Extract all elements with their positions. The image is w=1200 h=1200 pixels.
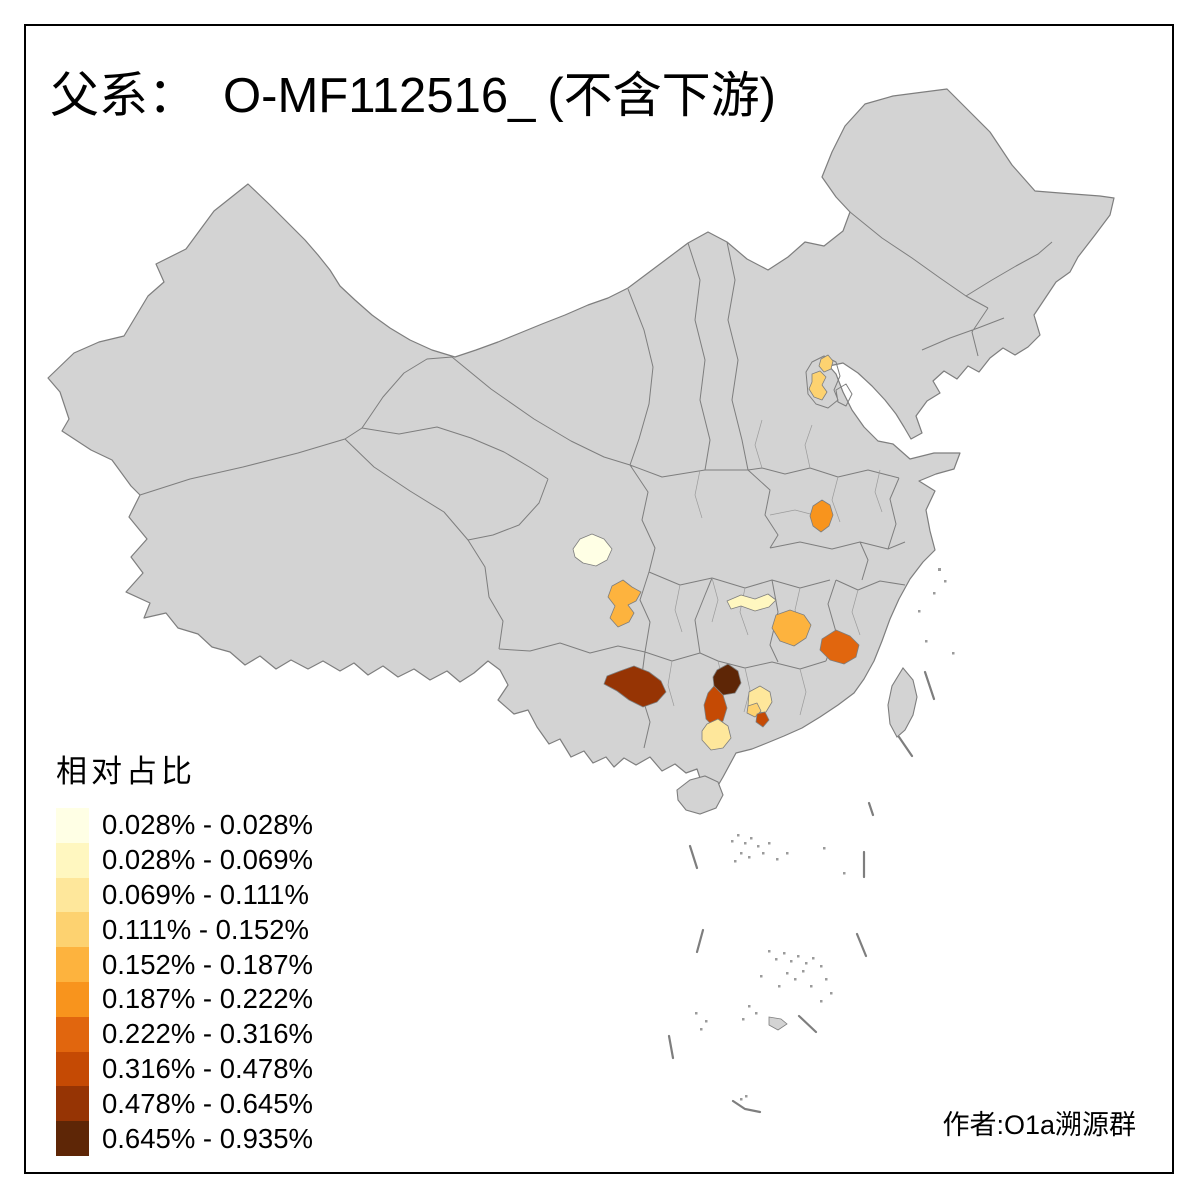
author-credit: 作者:O1a溯源群 [942,1110,1136,1140]
region-se-yunnan [603,665,667,708]
legend-row: 0.316% - 0.478% [56,1051,313,1087]
mainland-outline [47,88,1115,802]
legend-label: 0.028% - 0.069% [102,844,313,876]
region-central-henan [809,499,834,533]
region-beijing-central [808,370,828,401]
legend-row: 0.069% - 0.111% [56,877,313,913]
legend-row: 0.152% - 0.187% [56,947,313,982]
legend-label: 0.316% - 0.478% [102,1052,313,1084]
region-chongqing-area [607,579,642,628]
legend-row: 0.187% - 0.222% [56,981,313,1017]
prefecture-boundaries [667,419,883,716]
region-pearl-delta-coastal-dot [755,711,770,728]
region-changsha-strip [726,593,777,612]
legend-label: 0.645% - 0.935% [102,1122,313,1154]
legend-label: 0.187% - 0.222% [102,983,313,1015]
legend-label: 0.069% - 0.111% [102,878,309,910]
coastal-islets [918,568,955,655]
region-chengdu-area [572,533,613,567]
legend-label: 0.478% - 0.645% [102,1087,313,1119]
page-title: 父系： O-MF112516_ (不含下游) [50,56,776,127]
legend-row: 0.028% - 0.028% [56,808,313,843]
legend-row: 0.222% - 0.316% [56,1016,313,1052]
region-west-jiangxi [771,609,812,647]
title-suffix: (不含下游) [547,69,776,123]
legend-title: 相对占比 [56,754,196,789]
legend-label: 0.152% - 0.187% [102,948,313,980]
title-prefix: 父系： [50,68,198,123]
legend-label: 0.028% - 0.028% [102,809,313,841]
legend-swatch [56,1051,89,1087]
region-beijing-north-small [818,354,834,373]
region-sw-guangdong-pale [701,718,732,751]
legend-label: 0.111% - 0.152% [102,913,309,945]
legend-swatch [56,947,89,982]
legend-row: 0.478% - 0.645% [56,1086,313,1122]
title-haplogroup: O-MF112516_ [223,69,536,123]
legend-label: 0.222% - 0.316% [102,1018,313,1050]
legend-swatch [56,1086,89,1122]
legend-swatch [56,808,89,843]
legend-swatch [56,912,89,948]
hainan-island [676,775,724,815]
legend-swatch [56,842,89,878]
nine-dash-line [667,670,936,1114]
choropleth-regions [572,354,860,751]
legend-swatch [56,877,89,913]
legend-row: 0.645% - 0.935% [56,1121,313,1156]
region-west-fujian [819,629,860,665]
taiwan-island [887,667,918,738]
spratly-islet [768,1016,788,1031]
legend-swatch [56,1121,89,1156]
south-sea-island-dots [695,834,846,1101]
legend: 相对占比 0.028% - 0.028% 0.028% - 0.069% 0.0… [56,746,313,1156]
legend-row: 0.028% - 0.069% [56,842,313,878]
legend-row: 0.111% - 0.152% [56,912,313,948]
legend-swatch [56,1016,89,1052]
region-guangxi-guangdong-dark [712,663,742,696]
legend-swatch [56,981,89,1017]
